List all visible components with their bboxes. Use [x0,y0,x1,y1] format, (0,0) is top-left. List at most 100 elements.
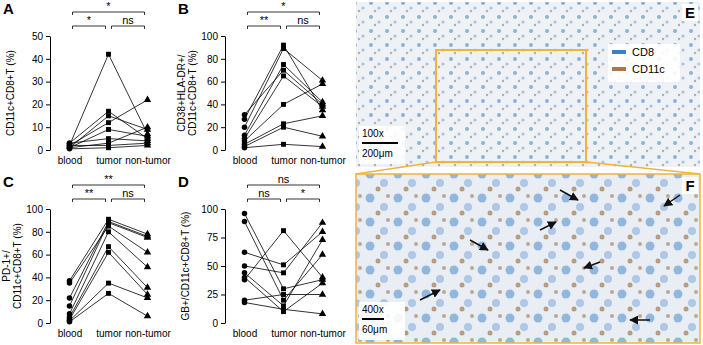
x-tick: non-tumor [300,328,346,339]
legend-label: CD11c [632,63,665,75]
x-tick: blood [233,155,257,166]
y-tick-mark [221,104,225,105]
panel: B020406080100bloodtumornon-tumorCD38+HLA… [176,0,346,166]
y-tick: 0 [37,318,50,329]
panel: A01020304050bloodtumornon-tumorCD11c+CD8… [3,0,171,166]
x-axis: blood tumornon-tumor [233,155,347,166]
y-tick: 0 [212,318,225,329]
scale-bar-label: 200μm [362,148,393,159]
panel-letter: B [178,0,189,17]
significance-label: ** [104,173,113,185]
significance-label: * [301,187,306,199]
y-tick-label: 40 [32,54,44,65]
point [319,310,326,316]
x-tick: tumor [271,155,297,166]
magnification-label: 100x [362,128,384,139]
bracket [248,185,320,188]
panel-letter: D [178,173,189,190]
point [281,262,286,267]
y-tick-label: 0 [212,145,218,156]
x-tick: tumor [96,328,122,339]
x-tick-label: blood [58,155,82,166]
significance-label: ns [297,14,309,26]
y-tick-mark [46,232,50,233]
significance-label: ns [278,173,290,185]
panel-letter: F [685,177,694,194]
plot-area [67,217,151,325]
y-tick: 100 [201,31,225,42]
y-tick-label: 20 [207,122,219,133]
figure: A01020304050bloodtumornon-tumorCD11c+CD8… [0,0,703,345]
point [281,125,286,130]
point [106,113,111,118]
point [106,229,111,234]
point [106,291,111,296]
point [242,250,248,256]
subject-line [70,127,148,148]
x-tick-label: non-tumor [300,155,346,166]
point [67,319,73,325]
point [67,280,73,286]
figure-svg: A01020304050bloodtumornon-tumorCD11c+CD8… [0,0,703,345]
scale-patch [359,126,405,164]
y-tick-mark [46,59,50,60]
y-axis-title: PD-1+/CD11c+CD8+T (%) [1,223,23,309]
zoom-connector [586,162,700,174]
x-tick: blood [58,328,82,339]
significance-label: ns [258,187,270,199]
subject-line [245,116,323,145]
x-tick: non-tumor [125,328,171,339]
x-tick-label: non-tumor [300,328,346,339]
subject-line [70,232,148,314]
x-tick: tumor [96,155,122,166]
y-tick-label: 100 [201,204,218,215]
panel-letter: A [3,0,14,17]
point [281,298,286,303]
y-tick-mark [46,104,50,105]
point [319,112,326,118]
y-tick-label: 60 [207,76,219,87]
point [242,300,248,306]
point [144,123,151,129]
point [144,248,151,254]
point [106,52,111,57]
y-axis-line [50,210,51,324]
point [281,228,286,233]
x-tick-label: non-tumor [125,328,171,339]
label-patch [682,177,698,194]
subject-line [245,231,323,280]
y-tick: 80 [207,54,225,65]
magnification-label: 400x [362,304,384,315]
point [106,220,111,225]
arrow [540,222,556,230]
panel-letter: C [3,173,14,190]
y-axis-title: GB+/CD11c+CD8+T (%) [180,212,191,321]
significance-label: * [106,0,111,12]
label-patch [682,4,698,21]
point [144,312,151,318]
y-tick-mark [221,238,225,239]
scale-patch [359,302,405,340]
y-axis-title: CD38+HLA-DR+/CD11c+CD8+T (%) [176,50,198,136]
point [281,142,286,147]
y-tick-mark [46,82,50,83]
point [319,80,326,86]
point [281,68,286,73]
x-tick: non-tumor [125,155,171,166]
x-tick-label: blood [233,155,257,166]
y-axis: 020406080100 [26,204,50,329]
y-tick-mark [46,277,50,278]
y-tick-label: 75 [207,232,219,243]
point [242,277,248,283]
scale-bar [362,318,384,320]
legend-swatch [612,67,626,71]
y-tick-mark [46,209,50,210]
y-tick-label: 40 [32,272,44,283]
subject-line [245,302,323,313]
y-tick-label: 10 [32,122,44,133]
x-tick-label: tumor [271,328,297,339]
significance-label: ns [122,14,134,26]
arrow [470,240,488,250]
y-tick-label: 25 [207,289,219,300]
point [319,142,326,148]
